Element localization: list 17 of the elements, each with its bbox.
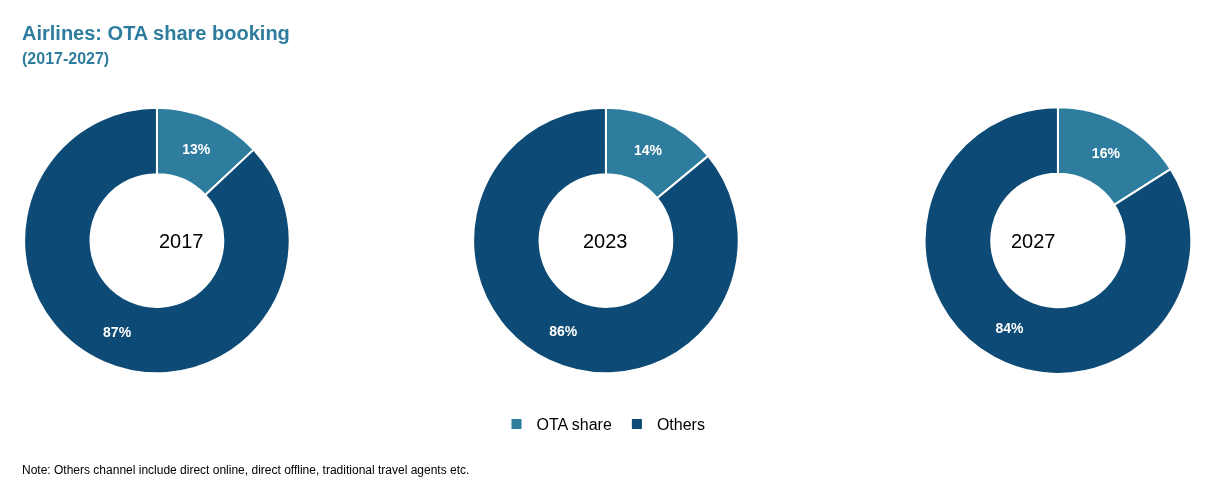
text: Note: Others channel include direct online, direct offline, traditional travel agents etc. — [22, 463, 470, 477]
chart-title: Airlines: OTA share booking — [22, 22, 290, 44]
text: 2023 — [583, 230, 628, 252]
donut-slice — [472, 106, 740, 375]
data-label: 87% — [103, 323, 132, 340]
data-label: 16% — [1091, 144, 1121, 161]
legend-label: Others — [656, 416, 705, 434]
data-label: 14% — [634, 142, 663, 159]
donut-slice — [23, 106, 291, 375]
text: 2027 — [1011, 230, 1056, 252]
legend-label: OTA share — [536, 416, 612, 434]
data-label: 84% — [995, 320, 1025, 337]
donut-slice — [923, 106, 1193, 375]
data-label: 86% — [549, 322, 578, 339]
data-label: 13% — [182, 141, 211, 158]
text: 2017 — [159, 230, 204, 252]
chart-subtitle: (2017-2027) — [22, 50, 110, 67]
